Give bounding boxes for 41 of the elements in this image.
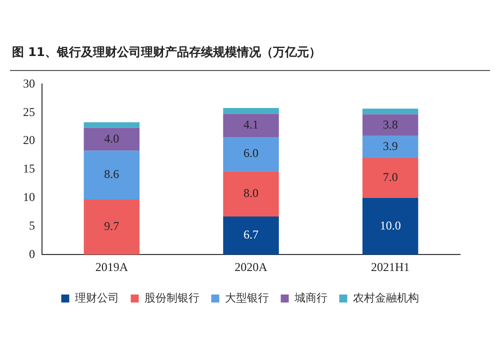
- legend-label: 大型银行: [224, 292, 269, 305]
- y-tick-label: 20: [23, 133, 35, 148]
- data-label: 3.8: [382, 117, 398, 132]
- legend-label: 股份制银行: [144, 292, 200, 305]
- data-label: 4.1: [244, 118, 258, 132]
- bar: [362, 198, 418, 255]
- legend-label: 理财公司: [74, 292, 119, 305]
- data-label: 8.6: [104, 167, 120, 182]
- y-tick-label: 30: [23, 76, 35, 90]
- bar: [223, 137, 279, 172]
- data-label: 8.0: [244, 186, 258, 200]
- data-label: 10.0: [380, 218, 401, 232]
- x-tick-label: 2021H1: [370, 260, 410, 274]
- data-label: 7.0: [382, 170, 398, 184]
- bar: [362, 114, 418, 136]
- y-tick-label: 15: [23, 162, 35, 176]
- bar: [362, 108, 418, 114]
- bar: [362, 136, 418, 158]
- chart-title: 图 11、银行及理财公司理财产品存续规模情况（万亿元）: [12, 44, 321, 61]
- x-tick-label: 2020A: [234, 260, 268, 274]
- bar: [223, 114, 279, 138]
- bar: [84, 128, 140, 151]
- bar: [223, 216, 279, 255]
- legend-label: 城商行: [293, 292, 328, 305]
- y-tick-label: 25: [23, 104, 35, 119]
- data-label: 9.7: [104, 219, 120, 234]
- bar: [362, 158, 418, 198]
- y-tick-label: 5: [29, 218, 35, 232]
- data-label: 4.0: [104, 131, 120, 146]
- bar: [84, 122, 140, 128]
- data-label: 6.7: [244, 228, 258, 242]
- bar: [84, 200, 140, 255]
- legend-label: 农村金融机构: [352, 292, 419, 305]
- x-tick-label: 2019A: [95, 260, 128, 274]
- data-label: 6.0: [244, 146, 258, 160]
- bar: [84, 150, 140, 200]
- y-tick-label: 0: [29, 246, 35, 261]
- bar: [223, 171, 279, 217]
- data-label: 3.9: [382, 139, 398, 154]
- y-tick-label: 10: [23, 190, 35, 204]
- bar: [223, 108, 279, 114]
